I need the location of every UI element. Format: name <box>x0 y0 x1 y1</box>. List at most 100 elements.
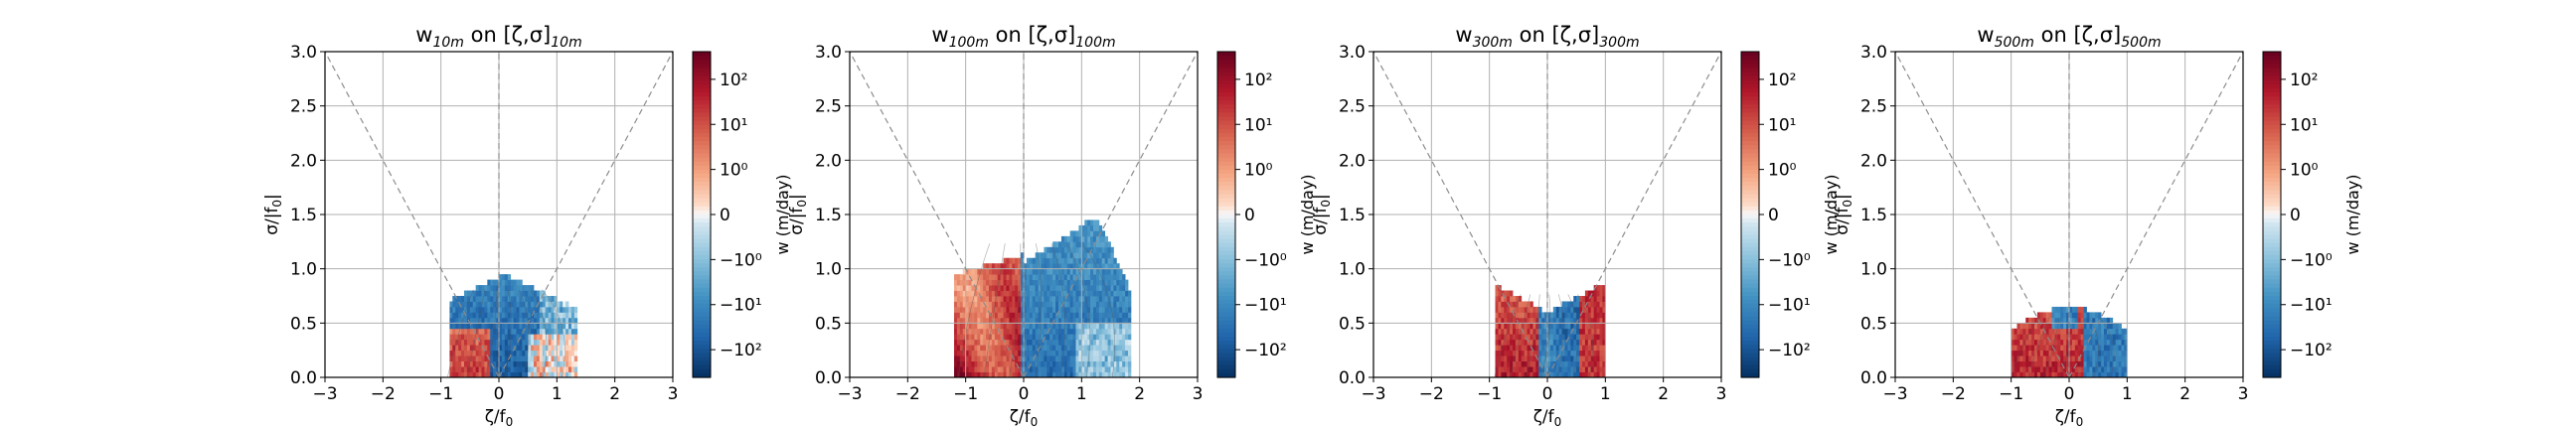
heatmap-cell <box>1107 306 1111 313</box>
heatmap-cell <box>2057 350 2061 357</box>
heatmap-cell <box>545 339 549 346</box>
heatmap-cell <box>570 350 575 357</box>
heatmap-cell <box>475 356 479 361</box>
heatmap-cell <box>2071 328 2076 335</box>
colorbar-segment <box>693 206 711 212</box>
heatmap-cell <box>2095 360 2099 367</box>
heatmap-cell <box>956 290 961 297</box>
heatmap-cell <box>1006 268 1010 275</box>
heatmap-cell <box>1018 328 1022 335</box>
heatmap-cell <box>1058 345 1062 352</box>
heatmap-cell <box>1527 312 1530 319</box>
heatmap-cell <box>455 360 459 367</box>
heatmap-cell <box>1515 360 1520 367</box>
heatmap-cell <box>994 263 999 270</box>
heatmap-cell <box>1021 328 1025 335</box>
heatmap-cell <box>1052 268 1056 275</box>
heatmap-cell <box>1081 252 1085 259</box>
heatmap-cell <box>513 350 517 357</box>
heatmap-cell <box>1125 328 1129 335</box>
heatmap-cell <box>1000 371 1004 378</box>
heatmap-cell <box>1012 360 1016 367</box>
panel-title: w100m on [ζ,σ]100m <box>931 23 1115 51</box>
heatmap-cell <box>507 328 512 335</box>
heatmap-cell <box>1060 263 1065 270</box>
heatmap-cell <box>551 339 555 346</box>
heatmap-cell <box>2063 306 2067 313</box>
heatmap-cell <box>1524 306 1528 313</box>
heatmap-cell <box>1101 306 1106 313</box>
heatmap-cell <box>2121 360 2125 367</box>
colorbar-segment <box>693 182 711 187</box>
heatmap-cell <box>1029 350 1034 357</box>
heatmap-cell <box>2112 323 2117 330</box>
heatmap-cell <box>1504 366 1508 372</box>
heatmap-cell <box>1066 235 1071 242</box>
heatmap-cell <box>560 323 564 330</box>
heatmap-cell <box>458 334 462 341</box>
heatmap-cell <box>1029 345 1034 352</box>
heatmap-cell <box>1052 371 1056 378</box>
reference-lines <box>849 51 1199 378</box>
heatmap-cell <box>989 290 993 297</box>
heatmap-cell <box>1078 230 1082 237</box>
heatmap-cell <box>1495 290 1499 297</box>
colorbar-segment <box>1217 92 1235 97</box>
heatmap-cell <box>983 334 987 341</box>
heatmap-cell <box>1038 285 1042 291</box>
colorbar-segment <box>1741 83 1759 89</box>
heatmap-cell <box>2106 323 2111 330</box>
colorbar-segment <box>1741 279 1759 285</box>
heatmap-cell <box>1564 306 1568 313</box>
colorbar-segment <box>1741 364 1759 370</box>
heatmap-cell <box>461 328 465 335</box>
heatmap-cell <box>2028 334 2032 341</box>
heatmap-cell <box>954 366 958 372</box>
heatmap-cell <box>1066 268 1071 275</box>
contour-line <box>1009 243 1022 378</box>
heatmap-cell <box>1567 339 1571 346</box>
colorbar-segment <box>693 169 711 175</box>
heatmap-cell <box>1567 345 1571 352</box>
heatmap-cell <box>464 328 468 335</box>
heatmap-cell <box>1072 230 1076 237</box>
heatmap-cell <box>2069 356 2073 361</box>
heatmap-cell <box>954 371 958 378</box>
heatmap-cell <box>2051 360 2055 367</box>
heatmap-cell <box>991 356 996 361</box>
heatmap-cell <box>1087 334 1091 341</box>
y-tick-label: 1.0 <box>290 260 317 280</box>
heatmap-cell <box>1041 366 1045 372</box>
heatmap-cell <box>1122 366 1126 372</box>
heatmap-cell <box>551 317 555 324</box>
heatmap-cell <box>510 279 514 286</box>
heatmap-cell <box>2069 323 2073 330</box>
contour-line <box>2076 317 2084 378</box>
heatmap-cell <box>2063 356 2067 361</box>
heatmap-cell <box>1104 334 1108 341</box>
heatmap-cell <box>1012 301 1016 308</box>
heatmap-cell <box>510 323 514 330</box>
heatmap-cell <box>1125 285 1129 291</box>
heatmap-cell <box>1009 328 1013 335</box>
heatmap-cell <box>2011 345 2014 352</box>
heatmap-cell <box>991 323 996 330</box>
heatmap-cell <box>1000 328 1004 335</box>
heatmap-cell <box>1530 317 1533 324</box>
heatmap-cell <box>1107 246 1111 253</box>
heatmap-cell <box>534 345 538 352</box>
heatmap-cell <box>1501 328 1505 335</box>
heatmap-cell <box>1504 334 1508 341</box>
heatmap-cell <box>971 360 975 367</box>
colorbar-segment <box>2263 328 2281 334</box>
y-tick-label: 1.5 <box>1339 206 1366 225</box>
heatmap-cell <box>1084 246 1088 253</box>
heatmap-cell <box>452 317 456 324</box>
heatmap-cell <box>980 366 984 372</box>
heatmap-cell <box>1593 328 1597 335</box>
colorbar-segment <box>1741 108 1759 114</box>
colorbar-segment <box>693 157 711 163</box>
heatmap-cell <box>1599 360 1603 367</box>
heatmap-cell <box>481 371 485 378</box>
contour-line <box>2088 317 2099 378</box>
